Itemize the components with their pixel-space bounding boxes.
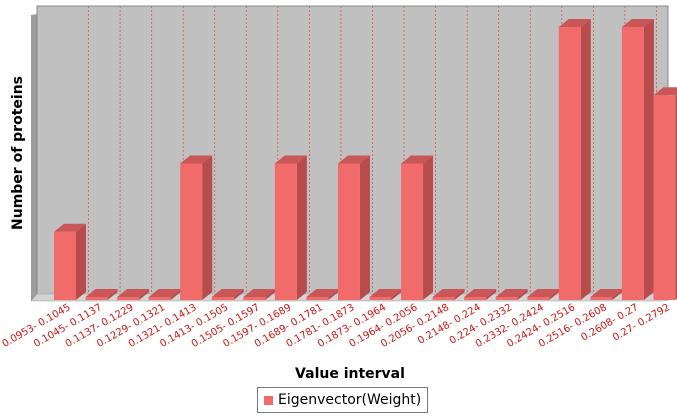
- bar-front: [337, 163, 360, 300]
- bar: [117, 289, 150, 300]
- bar-top: [180, 155, 213, 164]
- bar: [369, 289, 402, 300]
- bar-side: [517, 289, 528, 300]
- bar-side: [170, 289, 181, 300]
- bar: [495, 289, 528, 300]
- bar: [590, 289, 623, 300]
- bar: [621, 19, 654, 300]
- bar-front: [590, 297, 613, 300]
- bar-front: [369, 297, 392, 300]
- bar: [274, 155, 307, 300]
- legend-label: Eigenvector(Weight): [278, 392, 422, 408]
- bar-front: [85, 297, 108, 300]
- bar-front: [243, 297, 266, 300]
- bar-top: [54, 223, 86, 232]
- bar-top: [243, 289, 276, 297]
- bar: [180, 155, 213, 300]
- bar-side: [486, 289, 497, 300]
- bar-front: [306, 297, 329, 300]
- bar-side: [359, 155, 370, 300]
- bar-top: [527, 289, 560, 297]
- bar: [148, 289, 181, 300]
- bar-top: [117, 289, 150, 297]
- bar-front: [401, 163, 424, 300]
- bar-top: [590, 289, 623, 297]
- bars: [54, 19, 677, 300]
- bar-top: [369, 289, 402, 297]
- bar: [211, 289, 244, 300]
- bar-front: [211, 297, 234, 300]
- bar-front: [495, 297, 518, 300]
- bar: [85, 289, 118, 300]
- bar-side: [612, 289, 623, 300]
- bar-side: [549, 289, 560, 300]
- bar-top: [401, 155, 434, 164]
- bar-side: [423, 155, 434, 300]
- bar-side: [391, 289, 402, 300]
- bar-top: [85, 289, 118, 297]
- bar-top: [337, 155, 370, 164]
- plot-left-wall: [31, 14, 37, 301]
- bar-side: [233, 289, 244, 300]
- bar: [337, 155, 370, 300]
- bar-front: [117, 297, 140, 300]
- bar-front: [148, 297, 171, 300]
- bar: [306, 289, 339, 300]
- bar-top: [558, 19, 591, 27]
- bar-side: [265, 289, 276, 300]
- bar-top: [274, 155, 307, 164]
- bar-side: [580, 19, 591, 300]
- legend: Eigenvector(Weight): [257, 387, 429, 413]
- bar-front: [274, 163, 297, 300]
- bar: [653, 87, 677, 300]
- bar-side: [107, 289, 118, 300]
- bar-front: [54, 231, 76, 300]
- bar: [243, 289, 276, 300]
- bar-front: [653, 95, 676, 300]
- bar-side: [328, 289, 339, 300]
- bar-front: [527, 297, 550, 300]
- x-axis-label: Value interval: [295, 366, 405, 382]
- bar: [432, 289, 465, 300]
- bar-top: [621, 19, 654, 27]
- bar-top: [653, 87, 677, 96]
- bar-top: [148, 289, 181, 297]
- bar-top: [495, 289, 528, 297]
- y-axis-label: Number of proteins: [10, 76, 26, 230]
- bar-front: [464, 297, 487, 300]
- bar: [558, 19, 591, 300]
- bar-top: [432, 289, 465, 297]
- bar: [54, 223, 86, 300]
- bar-front: [558, 27, 581, 300]
- bar-side: [643, 19, 654, 300]
- bar: [527, 289, 560, 300]
- bar-side: [139, 289, 150, 300]
- bar-front: [621, 27, 644, 300]
- legend-swatch: [264, 395, 273, 405]
- bar-top: [464, 289, 497, 297]
- bar-front: [180, 163, 203, 300]
- bar-side: [296, 155, 307, 300]
- bar-side: [76, 223, 86, 300]
- bar-side: [202, 155, 213, 300]
- bar-top: [306, 289, 339, 297]
- bar-side: [454, 289, 465, 300]
- bar-front: [432, 297, 455, 300]
- bar-top: [211, 289, 244, 297]
- bar: [401, 155, 434, 300]
- bar: [464, 289, 497, 300]
